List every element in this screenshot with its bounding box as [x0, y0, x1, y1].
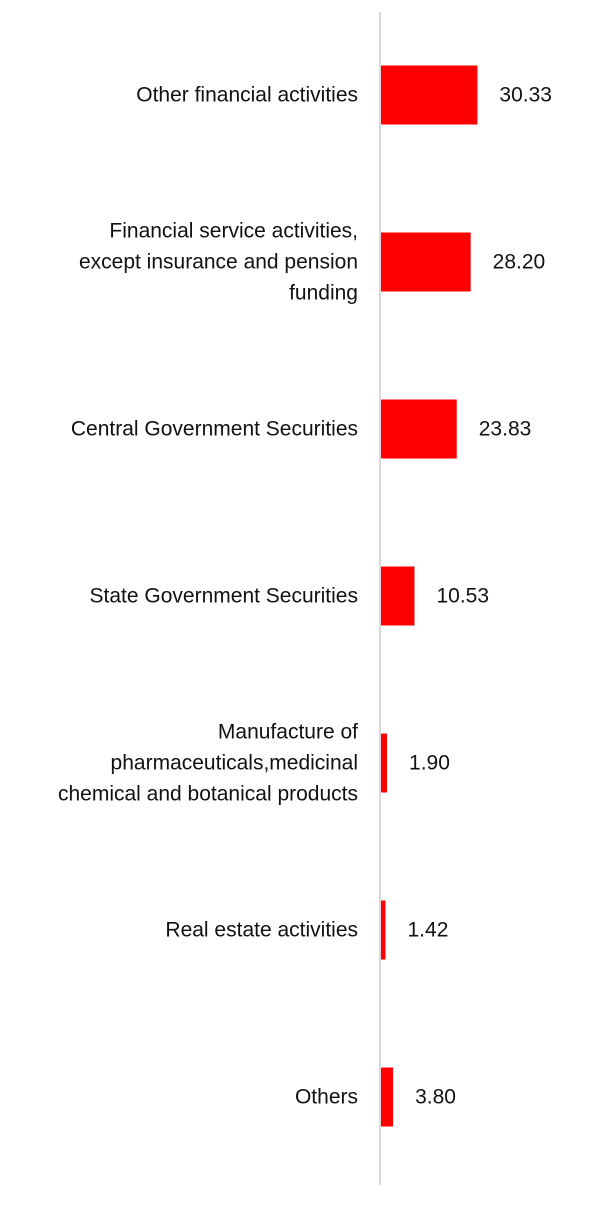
bar-2: [381, 399, 457, 459]
category-label-4-line-2: chemical and botanical products: [58, 783, 358, 806]
bars-layer: [381, 65, 478, 1127]
bar-5: [381, 900, 386, 960]
value-label-3: 10.53: [436, 585, 489, 608]
bar-0: [381, 65, 478, 125]
category-label-6: Others: [295, 1086, 358, 1109]
category-label-1: Financial service activities, except insu…: [79, 220, 358, 305]
category-label-6-line-0: Others: [295, 1086, 358, 1109]
category-label-5: Real estate activities: [165, 919, 358, 942]
category-label-0-line-0: Other financial activities: [136, 84, 358, 107]
value-label-2: 23.83: [479, 418, 532, 441]
category-label-4-line-1: pharmaceuticals,medicinal: [111, 752, 358, 775]
bar-3: [381, 566, 415, 626]
category-label-3-line-0: State Government Securities: [90, 585, 358, 608]
value-label-0: 30.33: [499, 84, 552, 107]
category-label-3: State Government Securities: [90, 585, 358, 608]
bar-1: [381, 232, 471, 292]
bar-6: [381, 1067, 394, 1127]
category-label-4: Manufacture of pharmaceuticals,medicinal c…: [58, 721, 358, 806]
value-label-4: 1.90: [409, 752, 450, 775]
bar-4: [381, 733, 388, 793]
labels-layer: 30.33 Other financial activities 28.20 Fina…: [58, 84, 552, 1109]
category-label-1-line-2: funding: [289, 282, 358, 305]
value-label-5: 1.42: [408, 919, 449, 942]
category-label-4-line-0: Manufacture of: [218, 721, 358, 744]
value-label-6: 3.80: [415, 1086, 456, 1109]
category-label-2-line-0: Central Government Securities: [71, 418, 358, 441]
category-label-5-line-0: Real estate activities: [165, 919, 358, 942]
category-label-0: Other financial activities: [136, 84, 358, 107]
category-label-1-line-1: except insurance and pension: [79, 251, 358, 274]
category-label-1-line-0: Financial service activities,: [109, 220, 358, 243]
category-label-2: Central Government Securities: [71, 418, 358, 441]
value-label-1: 28.20: [493, 251, 546, 274]
